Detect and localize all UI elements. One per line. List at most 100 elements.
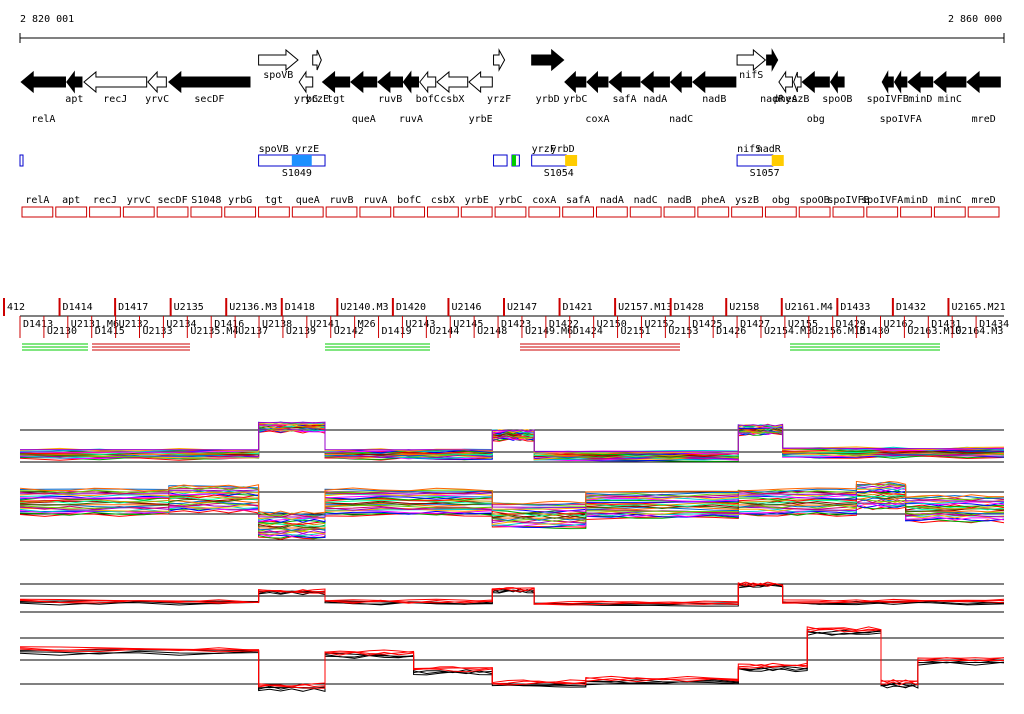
expression-profile-line — [20, 421, 1005, 453]
segment-label-lower: U2142 — [334, 326, 364, 337]
segment-label-upper: D1432 — [896, 302, 926, 313]
transcript-box-ruvA — [359, 206, 392, 218]
expression-profile-line — [19, 628, 1004, 689]
gene-label-yszB: yszB — [785, 94, 809, 105]
transcript-label-yszB: yszB — [735, 195, 759, 206]
segment-label-lower: U2151 — [621, 326, 651, 337]
gene-arrow-safA — [608, 70, 641, 94]
peak-green-3 — [511, 155, 516, 166]
promoter-name-S1057: S1057 — [750, 168, 780, 179]
transcript-label-mreD: mreD — [972, 195, 996, 206]
gene-arrow-bofC — [419, 70, 437, 94]
promoter-box-5 — [736, 154, 774, 167]
gene-arrow-csbX — [436, 70, 469, 94]
gene-arrow-yrbD — [531, 48, 565, 72]
segment-label-lower: U2145 — [453, 319, 483, 330]
transcript-label-secDF: secDF — [158, 195, 188, 206]
gene-arrow-nadB — [692, 70, 737, 94]
transcript-box-bofC — [393, 206, 426, 218]
transcript-label-obg: obg — [772, 195, 790, 206]
gene-label-nadB: nadB — [702, 94, 726, 105]
peak-yellow-5 — [771, 155, 784, 166]
transcript-label-yrvC: yrvC — [127, 195, 151, 206]
gene-arrow-tgt — [321, 70, 351, 94]
segment-label-lower: U2143 — [405, 319, 435, 330]
segment-label-upper: U2147 — [507, 302, 537, 313]
transcript-box-apt — [55, 206, 88, 218]
gene-arrow-nadC — [669, 70, 693, 94]
gene-arrow-mreD — [966, 70, 1001, 94]
segment-label-lower: M26 — [358, 319, 376, 330]
transcript-box-obg — [764, 206, 797, 218]
transcript-box-spoIVFB — [832, 206, 865, 218]
segment-label-upper: D1418 — [285, 302, 315, 313]
gene-label-nadC: nadC — [669, 114, 693, 125]
promoter-upper-label: yrzF — [532, 144, 556, 155]
replicate-panel-top — [19, 581, 1005, 613]
segment-label-lower: U2152 — [644, 319, 674, 330]
transcript-box-queA — [291, 206, 324, 218]
gene-label-spoVB: spoVB — [263, 70, 293, 81]
transcript-box-recJ — [89, 206, 121, 218]
gene-arrow-nifS — [736, 48, 767, 72]
segment-label-lower: D1425 — [692, 319, 722, 330]
transcript-label-coxA: coxA — [532, 195, 556, 206]
gene-arrow-yrbE — [468, 70, 493, 94]
gene-label-ruvB: ruvB — [378, 94, 402, 105]
transcript-box-secDF — [156, 206, 189, 218]
gene-track: relA apt recJ yrvC secDF spoVB yrbGyrzEtgtqueA… — [20, 48, 1001, 125]
transcript-label-spoIVFB: spoIVFB — [827, 195, 869, 206]
segment-label-lower: U2153 — [668, 326, 698, 337]
segment-label-upper: U2158 — [729, 302, 759, 313]
transcript-label-relA: relA — [25, 195, 49, 206]
segment-label-lower: U2150 — [597, 319, 627, 330]
expression-panels — [19, 421, 1005, 693]
segment-label-lower: D1415 — [95, 326, 125, 337]
transcript-label-ruvA: ruvA — [363, 195, 387, 206]
peak-yellow-4 — [565, 155, 578, 166]
segment-label-upper: D1421 — [563, 302, 593, 313]
gene-label-ruvA: ruvA — [399, 114, 423, 125]
segment-label-lower: U2164.M3 — [955, 326, 1003, 337]
transcript-track: relA apt recJ yrvC secDF S1048 yrbG tgt queA ruvB… — [21, 195, 1000, 218]
segment-label-upper: U2135 — [174, 302, 204, 313]
replicate-panel-bottom — [19, 626, 1005, 693]
tiling-panel-top — [19, 421, 1005, 463]
segment-label-lower: U2130 — [47, 326, 77, 337]
gene-arrow-yrzE — [312, 49, 322, 71]
segment-label-lower: U2141 — [310, 319, 340, 330]
segment-label-upper: U2165.M21 — [951, 302, 1005, 313]
expression-profile-line — [19, 485, 1005, 520]
gene-arrow-recJ — [83, 70, 148, 94]
expression-profile-line — [19, 502, 1005, 534]
segment-label-upper: D1433 — [840, 302, 870, 313]
gene-label-csbX: csbX — [440, 94, 464, 105]
transcript-label-spoIVFA: spoIVFA — [861, 195, 903, 206]
segment-label-lower: U2137 — [238, 326, 268, 337]
gene-arrow-queA — [350, 70, 378, 94]
expression-profile-line — [19, 423, 1005, 454]
gene-label-nadR: nadR — [760, 94, 785, 105]
segment-label-upper: U2161.M4 — [785, 302, 833, 313]
gene-arrow-spoVB — [258, 48, 299, 72]
expression-profile-line — [19, 501, 1005, 535]
transcript-box-yrbC — [494, 206, 527, 218]
segment-label-lower: U2163.M10 — [907, 326, 961, 337]
promoter-box-2 — [493, 154, 508, 167]
gene-arrow-coxA — [586, 70, 609, 94]
transcript-label-tgt: tgt — [265, 195, 283, 206]
transcript-box-relA — [21, 206, 54, 218]
segment-label-lower: U2133 — [143, 326, 173, 337]
segment-label-lower: D1431 — [931, 319, 961, 330]
gene-arrow-relA — [20, 70, 66, 94]
gene-label-spoOB: spoOB — [822, 94, 852, 105]
gene-label-relA: relA — [31, 114, 55, 125]
transcript-box-spoIVFA — [866, 206, 899, 218]
gene-arrow-yrvC — [147, 70, 167, 94]
transcript-box-mreD — [967, 206, 1000, 218]
transcript-box-nadB — [663, 206, 696, 218]
transcript-label-bofC: bofC — [397, 195, 421, 206]
gene-label-yrvC: yrvC — [145, 94, 169, 105]
transcript-box-yszB — [731, 206, 763, 218]
